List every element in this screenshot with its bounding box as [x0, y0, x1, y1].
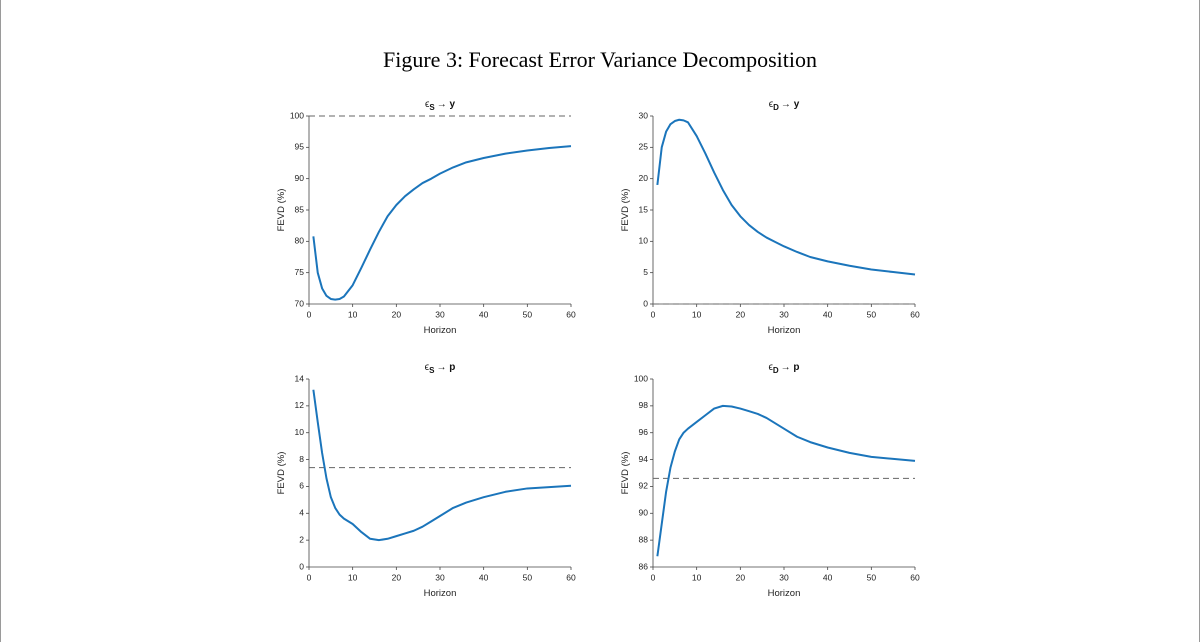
x-tick-label: 30 [779, 309, 789, 319]
x-tick-label: 40 [479, 572, 489, 582]
x-tick-label: 60 [910, 572, 920, 582]
y-tick-label: 25 [639, 142, 649, 152]
panel: ϵD → y 0 5 10 15 20 25 30 0 10 20 30 40 50 60 Horizon FEV… [620, 99, 920, 336]
y-tick-label: 86 [639, 561, 649, 571]
x-tick-label: 10 [692, 309, 702, 319]
y-tick-label: 14 [295, 373, 305, 383]
x-tick-label: 20 [392, 309, 402, 319]
y-tick-label: 6 [299, 481, 304, 491]
x-axis-label: Horizon [768, 325, 801, 336]
panel-title: ϵS → y [425, 99, 456, 112]
x-tick-label: 20 [392, 572, 402, 582]
y-axis-label: FEVD (%) [276, 189, 287, 232]
y-tick-label: 70 [295, 298, 305, 308]
y-tick-label: 15 [639, 204, 649, 214]
x-tick-label: 20 [736, 309, 746, 319]
title-subscript: D [773, 366, 779, 375]
y-tick-label: 100 [634, 373, 648, 383]
title-subscript: S [429, 103, 435, 112]
y-tick-label: 94 [639, 454, 649, 464]
x-tick-label: 30 [435, 572, 445, 582]
y-tick-label: 80 [295, 236, 305, 246]
x-tick-label: 0 [651, 572, 656, 582]
y-tick-label: 8 [299, 454, 304, 464]
title-subscript: D [773, 103, 779, 112]
x-tick-label: 50 [867, 309, 877, 319]
x-tick-label: 50 [867, 572, 877, 582]
y-tick-label: 90 [295, 173, 305, 183]
title-target: → y [437, 99, 456, 110]
x-tick-label: 0 [307, 309, 312, 319]
y-tick-label: 88 [639, 534, 649, 544]
y-tick-label: 10 [295, 427, 305, 437]
y-tick-label: 12 [295, 400, 305, 410]
y-tick-label: 100 [290, 110, 304, 120]
series-line [656, 118, 916, 276]
x-axis-label: Horizon [424, 325, 457, 336]
y-axis-label: FEVD (%) [620, 189, 631, 232]
y-tick-label: 10 [639, 236, 649, 246]
panel-title: ϵS → p [425, 362, 456, 375]
y-tick-label: 0 [299, 561, 304, 571]
x-tick-label: 50 [523, 572, 533, 582]
x-tick-label: 10 [692, 572, 702, 582]
title-target: → p [781, 362, 800, 373]
title-subscript: S [429, 366, 435, 375]
series-line [312, 389, 572, 542]
series-line [656, 404, 916, 557]
y-tick-label: 98 [639, 400, 649, 410]
x-tick-label: 40 [823, 309, 833, 319]
x-axis-label: Horizon [424, 588, 457, 599]
panel-title: ϵD → y [769, 99, 800, 112]
x-tick-label: 60 [566, 572, 576, 582]
y-tick-label: 5 [643, 267, 648, 277]
title-target: → y [781, 99, 800, 110]
title-symbol: ϵ [425, 362, 430, 373]
x-tick-label: 0 [307, 572, 312, 582]
panel: ϵS → y 70 75 80 85 90 95 100 0 10 20 30 40 50 60 Horizon… [276, 99, 576, 336]
y-tick-label: 4 [299, 508, 304, 518]
y-tick-label: 96 [639, 427, 649, 437]
x-tick-label: 40 [823, 572, 833, 582]
y-tick-label: 95 [295, 142, 305, 152]
x-tick-label: 20 [736, 572, 746, 582]
title-symbol: ϵ [769, 99, 774, 110]
y-tick-label: 20 [639, 173, 649, 183]
x-tick-label: 50 [523, 309, 533, 319]
y-axis-label: FEVD (%) [620, 452, 631, 495]
y-tick-label: 2 [299, 534, 304, 544]
x-tick-label: 10 [348, 309, 358, 319]
x-tick-label: 30 [779, 572, 789, 582]
title-symbol: ϵ [768, 362, 773, 373]
y-tick-label: 92 [639, 481, 649, 491]
x-axis-label: Horizon [768, 588, 801, 599]
x-tick-label: 30 [435, 309, 445, 319]
panel: ϵS → p 0 2 4 6 8 10 12 14 0 10 20 30 40 50 60 Horizon FEVD… [276, 362, 576, 599]
y-tick-label: 75 [295, 267, 305, 277]
x-tick-label: 60 [566, 309, 576, 319]
x-tick-label: 60 [910, 309, 920, 319]
figure-title: Figure 3: Forecast Error Variance Decomp… [383, 47, 817, 72]
x-tick-label: 10 [348, 572, 358, 582]
x-tick-label: 0 [651, 309, 656, 319]
y-tick-label: 0 [643, 298, 648, 308]
y-tick-label: 90 [639, 508, 649, 518]
series-line [312, 145, 572, 301]
title-target: → p [436, 362, 455, 373]
panel-title: ϵD → p [768, 362, 799, 375]
title-symbol: ϵ [425, 99, 430, 110]
x-tick-label: 40 [479, 309, 489, 319]
y-axis-label: FEVD (%) [276, 452, 287, 495]
panel: ϵD → p 86 88 90 92 94 96 98 100 0 10 20 30 40 50 60 Horiz… [620, 362, 920, 599]
y-tick-label: 30 [639, 110, 649, 120]
y-tick-label: 85 [295, 204, 305, 214]
